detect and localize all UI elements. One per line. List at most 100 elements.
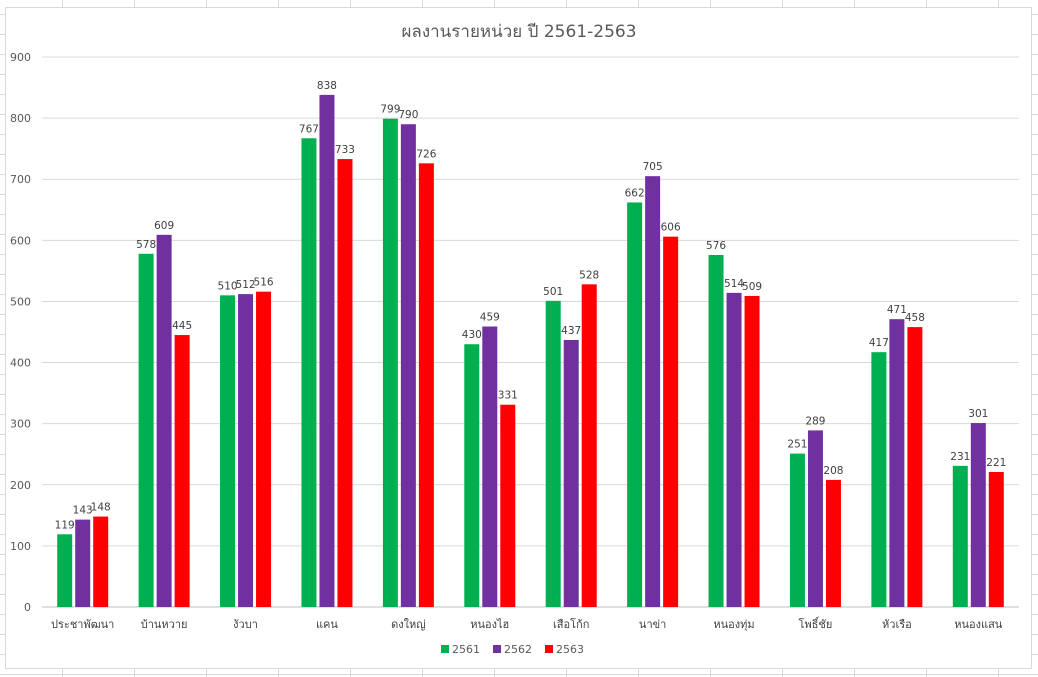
data-label: 838: [317, 80, 337, 92]
bar-2562[interactable]: [807, 430, 823, 607]
data-label: 514: [724, 278, 744, 290]
chart-title: ผลงานรายหน่วย ปี 2561-2563: [401, 22, 636, 42]
data-label: 437: [561, 325, 581, 337]
data-label: 458: [905, 312, 925, 324]
bars: [57, 94, 1004, 608]
category-label: หัวเรือ: [882, 618, 912, 631]
bar-2563[interactable]: [337, 159, 353, 608]
bar-2561[interactable]: [138, 253, 154, 607]
data-label: 119: [55, 519, 75, 531]
data-label: 799: [380, 104, 400, 116]
data-label: 726: [416, 148, 436, 160]
data-label: 510: [218, 280, 238, 292]
category-label: งัวบา: [233, 618, 258, 631]
data-label: 301: [968, 408, 988, 420]
bar-2562[interactable]: [889, 319, 905, 607]
data-labels: 1191431485786094455105125167678387337997…: [55, 80, 1007, 531]
bar-2563[interactable]: [581, 284, 597, 607]
bar-2561[interactable]: [464, 344, 480, 607]
data-label: 221: [986, 457, 1006, 469]
y-tick-label: 300: [10, 418, 31, 431]
bar-2562[interactable]: [319, 94, 335, 607]
y-tick-label: 100: [10, 540, 31, 553]
bar-2561[interactable]: [301, 138, 317, 607]
bar-2563[interactable]: [500, 404, 516, 607]
data-label: 148: [91, 502, 111, 514]
y-tick-label: 400: [10, 357, 31, 370]
x-axis-category-labels: ประชาพัฒนา บ้านหวาย งัวบา แคน ดงใหญ่ หนองไฮ เส…: [51, 616, 1003, 631]
gridlines: [42, 56, 1019, 608]
bar-2563[interactable]: [93, 516, 109, 607]
category-label: ประชาพัฒนา: [51, 618, 114, 631]
bar-2563[interactable]: [907, 327, 923, 607]
data-label: 289: [805, 415, 825, 427]
bar-2561[interactable]: [382, 118, 398, 607]
bar-2563[interactable]: [174, 335, 190, 607]
data-label: 509: [742, 281, 762, 293]
legend-entry-2563[interactable]: 2563: [556, 643, 584, 656]
y-tick-label: 500: [10, 295, 31, 308]
data-label: 331: [498, 390, 518, 402]
data-label: 516: [254, 277, 274, 289]
legend[interactable]: 2561 2562 2563: [441, 643, 584, 656]
data-label: 578: [136, 239, 156, 251]
bar-2561[interactable]: [545, 300, 561, 607]
bar-2561[interactable]: [708, 255, 724, 607]
y-tick-label: 600: [10, 234, 31, 247]
bar-2562[interactable]: [238, 294, 254, 607]
bar-2563[interactable]: [988, 471, 1004, 607]
category-label: ดงใหญ่: [391, 618, 426, 631]
data-label: 208: [823, 465, 843, 477]
y-tick-label: 800: [10, 112, 31, 125]
category-label: หนองแสน: [954, 618, 1003, 631]
data-label: 417: [869, 337, 889, 349]
category-label: หนองทุ่ม: [713, 618, 754, 631]
bar-2563[interactable]: [825, 479, 841, 607]
bar-2562[interactable]: [726, 292, 742, 607]
bar-2561[interactable]: [871, 352, 887, 607]
legend-entry-2562[interactable]: 2562: [504, 643, 532, 656]
bar-2562[interactable]: [156, 234, 172, 608]
data-label: 512: [236, 279, 256, 291]
y-tick-label: 700: [10, 173, 31, 186]
category-label: บ้านหวาย: [141, 618, 188, 631]
data-label: 528: [579, 269, 599, 281]
data-label: 251: [787, 439, 807, 451]
y-tick-label: 200: [10, 479, 31, 492]
bar-2562[interactable]: [75, 519, 91, 607]
data-label: 576: [706, 240, 726, 252]
bar-2563[interactable]: [663, 236, 679, 607]
data-label: 609: [154, 220, 174, 232]
legend-swatch-2562: [493, 645, 501, 653]
category-label: นาข่า: [639, 618, 666, 631]
data-label: 430: [462, 329, 482, 341]
legend-entry-2561[interactable]: 2561: [452, 643, 480, 656]
data-label: 767: [299, 123, 319, 135]
y-axis-tick-labels: 0 100 200 300 400 500 600 700 800 900: [10, 51, 31, 614]
y-tick-label: 900: [10, 51, 31, 64]
category-label: โพธิ์ชัย: [799, 616, 833, 631]
bar-2561[interactable]: [220, 295, 236, 607]
bar-2561[interactable]: [57, 534, 73, 607]
data-label: 705: [643, 161, 663, 173]
bar-2563[interactable]: [418, 163, 434, 608]
bar-2562[interactable]: [563, 339, 579, 607]
bar-2561[interactable]: [952, 465, 968, 607]
data-label: 790: [398, 109, 418, 121]
data-label: 445: [172, 320, 192, 332]
category-label: เสือโก้ก: [553, 617, 589, 631]
data-label: 143: [73, 505, 93, 517]
data-label: 471: [887, 304, 907, 316]
bar-2562[interactable]: [482, 326, 498, 608]
bar-2561[interactable]: [627, 202, 643, 607]
bar-2562[interactable]: [400, 124, 416, 607]
category-label: หนองไฮ: [470, 618, 509, 631]
legend-swatch-2561: [441, 645, 449, 653]
bar-2563[interactable]: [744, 295, 760, 607]
bar-2561[interactable]: [789, 453, 805, 607]
data-label: 733: [335, 144, 355, 156]
bar-2562[interactable]: [645, 176, 661, 607]
bar-2562[interactable]: [970, 423, 986, 607]
bar-2563[interactable]: [256, 291, 272, 607]
